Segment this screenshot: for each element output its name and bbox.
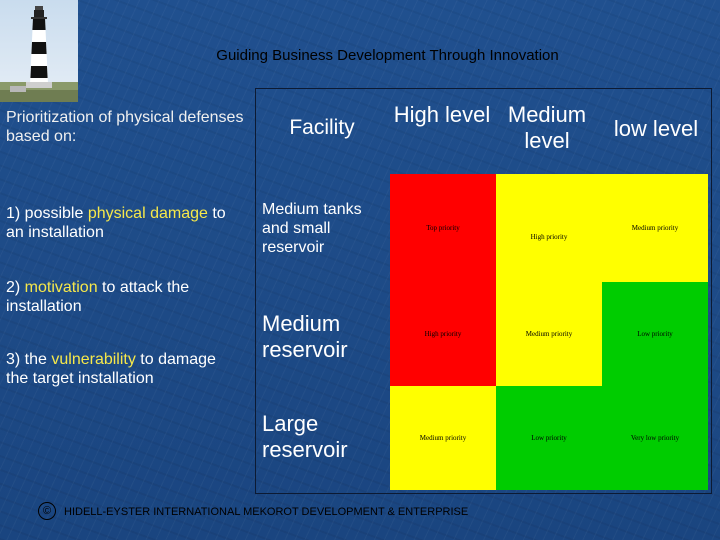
header-facility: Facility [289, 116, 355, 139]
row-label-medium-reservoir: Medium reservoir [262, 311, 348, 362]
header-low-level: low level [613, 116, 699, 141]
factor-1-post: to an installation [6, 205, 226, 241]
page-title: Guiding Business Development Through Inn… [216, 47, 559, 64]
factor-2-pre: 2) [6, 279, 25, 296]
lighthouse-image [0, 0, 78, 102]
factor-1-highlight: physical damage [87, 205, 208, 222]
copyright-icon: © [38, 502, 56, 520]
factor-1: 1) possible physical damage to an instal… [6, 204, 241, 242]
factor-2: 2) motivation to attack the installation [6, 278, 241, 316]
priority-matrix [255, 88, 712, 494]
row-label-large-reservoir: Large reservoir [262, 411, 348, 462]
factor-1-pre: 1) possible [6, 205, 88, 222]
factor-2-post: to attack the installation [6, 279, 190, 315]
factor-2-highlight: motivation [24, 279, 98, 296]
cell-r3-c2: Low priority [496, 386, 602, 490]
cell-r1-c1: Top priority [390, 174, 496, 282]
cell-r1-c2: High priority [496, 174, 602, 282]
factor-3-post: to damage the target installation [6, 351, 216, 387]
cell-r1-c3: Medium priority [602, 174, 708, 282]
cell-r2-c2: Medium priority [496, 282, 602, 386]
header-high-level: High level [393, 102, 491, 127]
footer-text: HIDELL-EYSTER INTERNATIONAL MEKOROT DEVE… [64, 506, 469, 518]
row-label-medium-tanks: Medium tanks and small reservoir [262, 201, 362, 256]
intro-text: Prioritization of physical defenses base… [6, 109, 244, 145]
cell-r3-c1: Medium priority [390, 386, 496, 490]
factor-3-highlight: vulnerability [51, 351, 136, 368]
header-medium-level: Medium level [507, 102, 587, 153]
cell-r3-c3: Very low priority [602, 386, 708, 490]
cell-r2-c1: High priority [390, 282, 496, 386]
factor-3-pre: 3) the [6, 351, 52, 368]
factor-3: 3) the vulnerability to damage the targe… [6, 350, 241, 388]
cell-r2-c3: Low priority [602, 282, 708, 386]
